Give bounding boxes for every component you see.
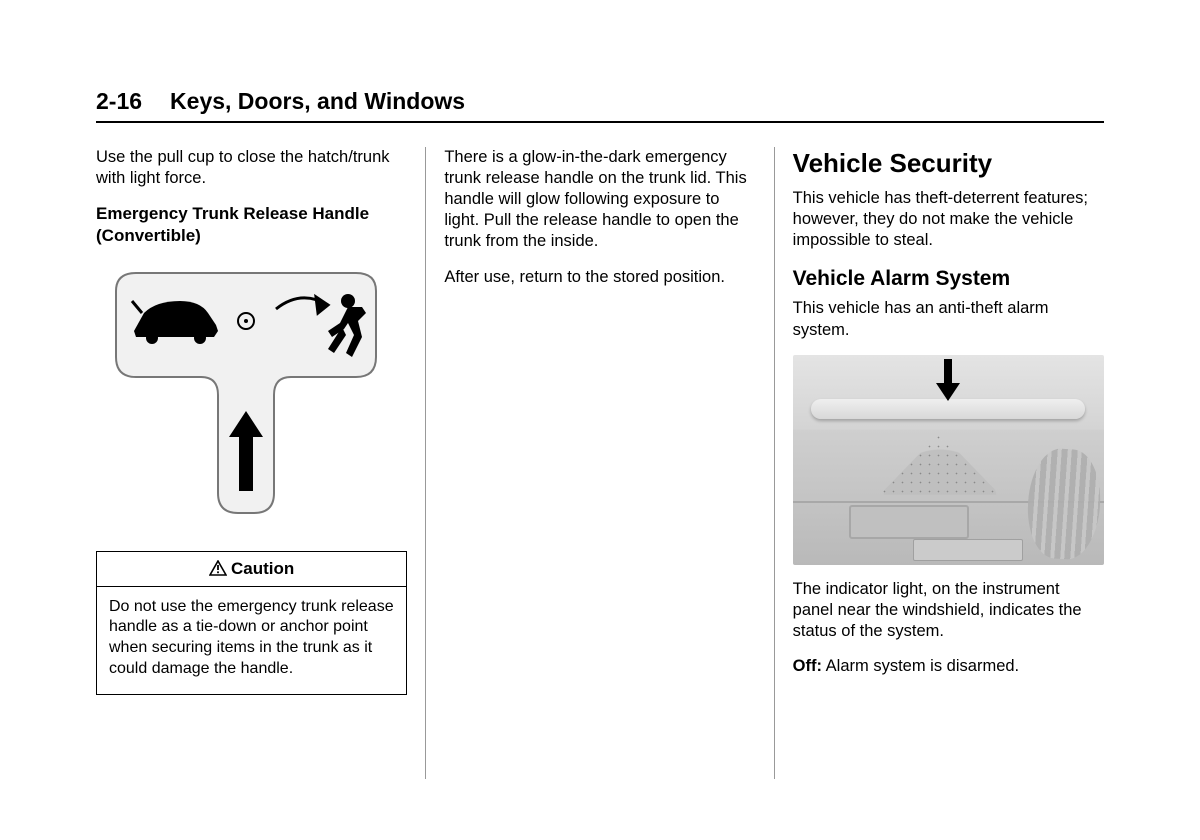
dashboard-photo: [793, 355, 1104, 565]
warning-triangle-icon: [209, 560, 227, 582]
col1-intro: Use the pull cup to close the hatch/trun…: [96, 147, 407, 189]
trunk-release-handle-icon: [96, 261, 396, 531]
column-2: There is a glow-in-the-dark emergency tr…: [425, 147, 773, 779]
status-label: Off:: [793, 657, 822, 675]
trunk-release-diagram: [96, 261, 407, 537]
col2-p1: There is a glow-in-the-dark emergency tr…: [444, 147, 755, 253]
dash-screen: [913, 539, 1023, 561]
col3-p1: This vehicle has theft-deterrent feature…: [793, 188, 1104, 251]
speaker-grille-icon: [880, 433, 1000, 495]
dash-panel: [849, 505, 969, 539]
col1-subhead: Emergency Trunk Release Handle (Converti…: [96, 203, 407, 247]
vehicle-alarm-heading: Vehicle Alarm System: [793, 266, 1104, 293]
caution-label: Caution: [231, 559, 294, 578]
caution-body: Do not use the emergency trunk release h…: [97, 587, 406, 694]
indicator-arrow-icon: [933, 359, 963, 409]
caution-heading: Caution: [97, 552, 406, 587]
caution-box: Caution Do not use the emergency trunk r…: [96, 551, 407, 695]
page-number: 2-16: [96, 88, 142, 115]
air-vent-icon: [1024, 446, 1103, 561]
col3-p2: This vehicle has an anti-theft alarm sys…: [793, 298, 1104, 340]
status-line: Off: Alarm system is disarmed.: [793, 656, 1104, 677]
column-1: Use the pull cup to close the hatch/trun…: [96, 147, 425, 779]
col3-p3: The indicator light, on the instrument p…: [793, 579, 1104, 642]
status-text: Alarm system is disarmed.: [826, 657, 1019, 675]
column-3: Vehicle Security This vehicle has theft-…: [774, 147, 1104, 779]
col2-p2: After use, return to the stored position…: [444, 267, 755, 288]
vehicle-security-heading: Vehicle Security: [793, 147, 1104, 180]
page-header: 2-16 Keys, Doors, and Windows: [96, 88, 1104, 123]
content-columns: Use the pull cup to close the hatch/trun…: [96, 147, 1104, 779]
section-title: Keys, Doors, and Windows: [170, 88, 465, 115]
